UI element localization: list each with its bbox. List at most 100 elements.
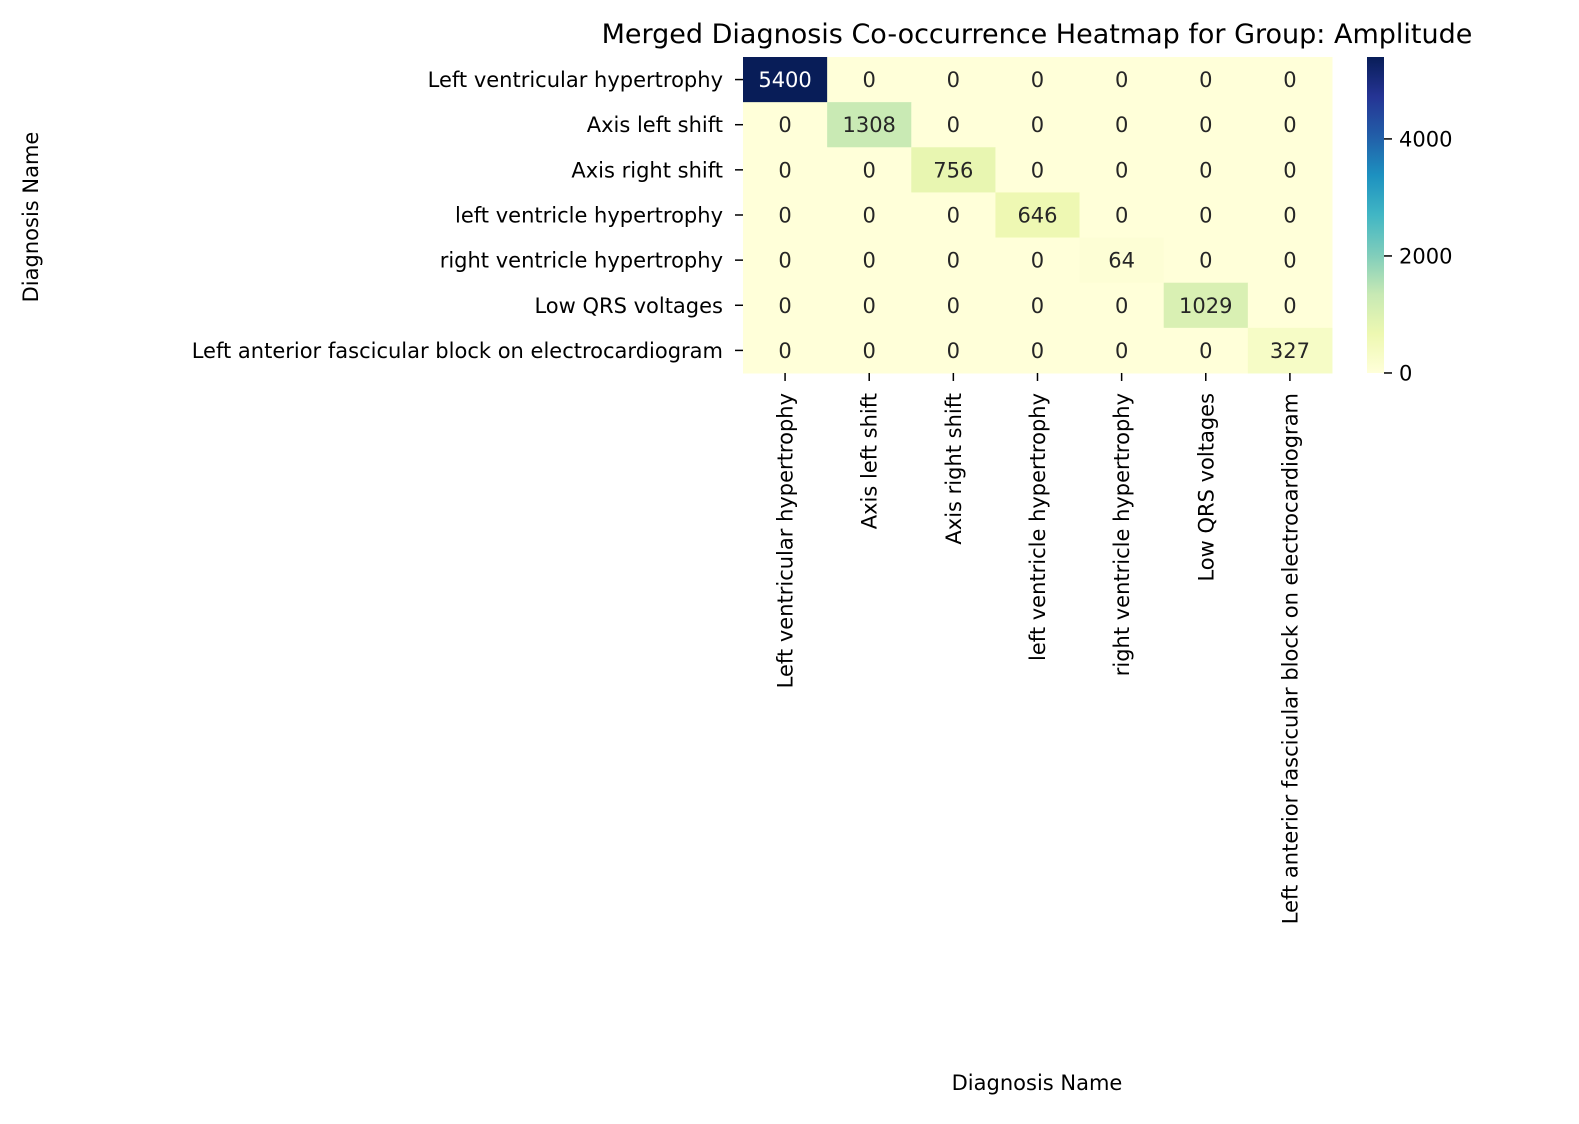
heatmap-cell <box>995 237 1081 284</box>
x-tick-label: Low QRS voltages <box>1194 393 1218 582</box>
heatmap-cell <box>827 237 912 284</box>
cell-value-label: 0 <box>1283 68 1296 92</box>
y-tick-label: Left anterior fascicular block on electr… <box>192 339 723 363</box>
heatmap-cell <box>827 192 912 239</box>
cell-value-label: 0 <box>1115 68 1128 92</box>
cell-value-label: 0 <box>1031 339 1044 363</box>
heatmap-cell <box>995 327 1081 374</box>
heatmap-cell <box>743 192 828 239</box>
heatmap-cell <box>1163 237 1249 284</box>
cell-value-label: 0 <box>863 203 876 227</box>
colorbar: 0 2000 4000 <box>1367 57 1452 385</box>
colorbar-tick-label: 0 <box>1399 361 1412 385</box>
cell-value-label: 0 <box>1115 113 1128 137</box>
heatmap-cell <box>1079 57 1165 103</box>
heatmap-cell <box>1247 237 1333 284</box>
cell-value-label: 0 <box>778 294 791 318</box>
heatmap-cell <box>995 57 1081 103</box>
cell-value-label: 0 <box>1283 158 1296 182</box>
x-tick-label: Axis left shift <box>858 393 882 529</box>
cell-value-label: 1308 <box>842 113 895 137</box>
cell-value-label: 0 <box>947 68 960 92</box>
y-tick-label: left ventricle hypertrophy <box>455 203 723 227</box>
heatmap-cell <box>1079 147 1165 193</box>
heatmap-cell <box>827 282 912 329</box>
cell-value-label: 0 <box>947 249 960 273</box>
heatmap-cell <box>1247 102 1333 148</box>
cell-value-label: 0 <box>1115 158 1128 182</box>
chart-title: Merged Diagnosis Co-occurrence Heatmap f… <box>602 19 1473 50</box>
x-tick-label: Left anterior fascicular block on electr… <box>1278 393 1302 924</box>
cell-value-label: 0 <box>1199 68 1212 92</box>
cell-value-label: 0 <box>1031 294 1044 318</box>
heatmap-cell <box>1163 282 1249 329</box>
x-tick-label: Axis right shift <box>942 393 966 545</box>
heatmap-cell <box>911 327 996 374</box>
heatmap-cell <box>995 102 1081 148</box>
heatmap-cell <box>1247 282 1333 329</box>
cell-value-label: 0 <box>1199 113 1212 137</box>
heatmap-cell <box>743 282 828 329</box>
x-axis-label: Diagnosis Name <box>952 1071 1123 1095</box>
cell-value-label: 0 <box>947 203 960 227</box>
heatmap-cell <box>1163 102 1249 148</box>
cell-value-labels: 5400 0 0 0 0 0 0 0 1308 0 0 0 0 0 0 0 756 0 0 0 0 0 0 0 646 0 0 0 0 0… <box>758 68 1310 363</box>
heatmap-cell <box>995 147 1081 193</box>
heatmap-cells <box>743 57 1333 374</box>
cell-value-label: 0 <box>1031 68 1044 92</box>
x-tick-label: left ventricle hypertrophy <box>1026 393 1050 661</box>
heatmap-cell <box>743 102 828 148</box>
y-tick-label: Axis left shift <box>587 113 723 137</box>
cell-value-label: 0 <box>1115 294 1128 318</box>
cell-value-label: 0 <box>778 203 791 227</box>
cell-value-label: 0 <box>863 339 876 363</box>
heatmap-cell <box>1079 192 1165 239</box>
y-tick-label: Low QRS voltages <box>534 294 723 318</box>
cell-value-label: 0 <box>778 249 791 273</box>
cell-value-label: 327 <box>1270 339 1310 363</box>
y-tick-label: Axis right shift <box>571 158 723 182</box>
heatmap-cell <box>743 147 828 193</box>
heatmap-cell <box>911 282 996 329</box>
cell-value-label: 0 <box>947 339 960 363</box>
heatmap-cell <box>743 327 828 374</box>
cell-value-label: 0 <box>1031 249 1044 273</box>
cell-value-label: 0 <box>1199 249 1212 273</box>
cell-value-label: 756 <box>933 158 973 182</box>
cell-value-label: 0 <box>1283 203 1296 227</box>
heatmap-cell <box>1163 147 1249 193</box>
cell-value-label: 0 <box>1031 113 1044 137</box>
heatmap-cell <box>1247 327 1333 374</box>
heatmap-cell <box>911 192 996 239</box>
cell-value-label: 0 <box>778 113 791 137</box>
cell-value-label: 0 <box>863 294 876 318</box>
heatmap-cell <box>911 102 996 148</box>
cell-value-label: 0 <box>1199 158 1212 182</box>
heatmap-cell <box>1247 192 1333 239</box>
heatmap-cell <box>743 237 828 284</box>
cell-value-label: 1029 <box>1179 294 1232 318</box>
cell-value-label: 0 <box>863 158 876 182</box>
heatmap-cell <box>827 57 912 103</box>
colorbar-tick-label: 4000 <box>1399 127 1452 151</box>
heatmap-cell <box>995 282 1081 329</box>
cell-value-label: 0 <box>863 68 876 92</box>
cell-value-label: 0 <box>947 113 960 137</box>
cell-value-label: 0 <box>1115 203 1128 227</box>
y-axis-label: Diagnosis Name <box>19 132 43 303</box>
cell-value-label: 5400 <box>758 68 811 92</box>
cell-value-label: 0 <box>863 249 876 273</box>
y-tick-label: right ventricle hypertrophy <box>440 249 723 273</box>
cell-value-label: 0 <box>1031 158 1044 182</box>
cell-value-label: 646 <box>1017 203 1057 227</box>
cell-value-label: 0 <box>1199 339 1212 363</box>
cell-value-label: 0 <box>778 339 791 363</box>
cell-value-label: 0 <box>1283 113 1296 137</box>
cell-value-label: 0 <box>1283 249 1296 273</box>
heatmap-cell <box>1079 282 1165 329</box>
heatmap-cell <box>1163 57 1249 103</box>
heatmap-cell <box>827 327 912 374</box>
heatmap-cell <box>995 192 1081 239</box>
x-tick-label: right ventricle hypertrophy <box>1110 393 1134 676</box>
